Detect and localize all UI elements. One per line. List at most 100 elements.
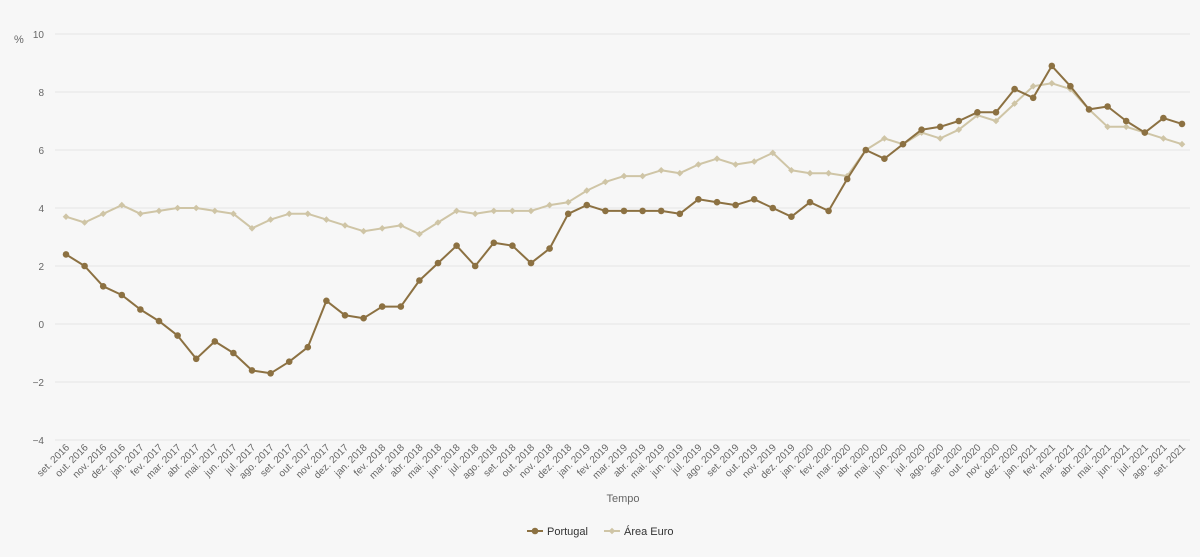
data-point bbox=[62, 251, 70, 258]
data-point bbox=[1029, 82, 1037, 90]
data-point bbox=[155, 317, 163, 325]
data-point bbox=[211, 207, 219, 215]
y-axis-tick-labels: −4 −2 0 2 4 6 8 10 bbox=[33, 30, 45, 447]
data-point bbox=[1085, 106, 1093, 113]
data-point bbox=[211, 338, 219, 345]
data-point bbox=[99, 210, 107, 218]
data-point bbox=[1067, 82, 1074, 90]
data-point bbox=[881, 135, 888, 142]
data-point bbox=[657, 207, 665, 215]
data-point bbox=[341, 312, 349, 319]
data-point bbox=[62, 213, 70, 220]
legend-label: Portugal bbox=[547, 526, 588, 538]
x-axis-label: Tempo bbox=[606, 493, 639, 505]
data-point bbox=[732, 201, 739, 209]
y-tick-label: 2 bbox=[38, 262, 44, 273]
data-point bbox=[1122, 117, 1130, 125]
data-point bbox=[788, 213, 795, 220]
data-point bbox=[360, 314, 367, 322]
data-point bbox=[1029, 94, 1037, 102]
data-point bbox=[285, 358, 293, 366]
data-point bbox=[974, 109, 981, 116]
data-point bbox=[620, 172, 628, 180]
data-point bbox=[602, 207, 609, 215]
data-point bbox=[676, 169, 684, 177]
data-point bbox=[955, 126, 963, 133]
data-point bbox=[1178, 120, 1186, 128]
data-point bbox=[397, 222, 405, 229]
legend-label: Área Euro bbox=[624, 525, 674, 538]
data-point bbox=[378, 303, 386, 310]
y-tick-label: 10 bbox=[33, 30, 45, 41]
data-point bbox=[936, 135, 944, 142]
data-point bbox=[434, 219, 442, 226]
data-point bbox=[174, 204, 181, 212]
legend-marker bbox=[531, 527, 539, 535]
data-point bbox=[639, 172, 646, 180]
series-layer bbox=[62, 62, 1186, 377]
data-point bbox=[509, 242, 516, 249]
data-point bbox=[564, 210, 572, 218]
data-point bbox=[583, 201, 591, 209]
data-point bbox=[248, 367, 256, 374]
y-axis-label: % bbox=[14, 34, 24, 46]
data-point bbox=[360, 227, 367, 235]
data-point bbox=[899, 140, 907, 148]
data-point bbox=[1104, 123, 1111, 131]
data-point bbox=[862, 146, 870, 154]
data-point bbox=[639, 207, 646, 215]
data-point bbox=[527, 207, 535, 215]
data-point bbox=[267, 216, 274, 223]
data-point bbox=[453, 242, 460, 249]
data-point bbox=[341, 222, 349, 229]
data-point bbox=[323, 216, 330, 223]
data-point bbox=[918, 126, 925, 133]
data-point bbox=[471, 210, 479, 218]
data-point bbox=[750, 196, 758, 203]
data-point bbox=[137, 210, 144, 218]
data-point bbox=[527, 259, 535, 267]
data-point bbox=[397, 303, 405, 310]
data-point bbox=[936, 123, 944, 131]
data-point bbox=[378, 225, 386, 232]
data-point bbox=[230, 349, 237, 357]
data-point bbox=[416, 277, 423, 284]
data-point bbox=[99, 283, 107, 290]
data-point bbox=[769, 149, 777, 157]
data-point bbox=[546, 201, 553, 209]
data-point bbox=[192, 204, 200, 212]
data-point bbox=[1011, 85, 1018, 93]
data-point bbox=[1160, 114, 1167, 122]
y-tick-label: 8 bbox=[38, 88, 44, 99]
data-point bbox=[323, 297, 330, 305]
data-point bbox=[192, 355, 200, 363]
y-tick-label: −4 bbox=[33, 436, 45, 447]
data-point bbox=[1048, 80, 1056, 87]
legend-marker bbox=[608, 527, 616, 535]
data-point bbox=[825, 169, 832, 177]
data-point bbox=[416, 230, 423, 238]
data-point bbox=[490, 239, 498, 247]
data-point bbox=[657, 167, 665, 174]
data-point bbox=[137, 306, 144, 313]
data-point bbox=[1141, 129, 1149, 136]
data-point bbox=[713, 198, 721, 206]
data-point bbox=[695, 196, 702, 203]
data-point bbox=[1048, 62, 1056, 70]
data-point bbox=[1011, 100, 1018, 107]
data-point bbox=[1160, 135, 1167, 142]
data-point bbox=[732, 161, 739, 168]
y-tick-label: 0 bbox=[38, 320, 44, 331]
data-point bbox=[304, 210, 312, 218]
data-point bbox=[546, 245, 553, 252]
data-point bbox=[248, 225, 256, 232]
data-point bbox=[304, 343, 312, 351]
y-tick-label: −2 bbox=[33, 378, 45, 389]
data-point bbox=[788, 167, 795, 174]
data-point bbox=[806, 169, 814, 177]
data-point bbox=[1122, 123, 1130, 131]
data-point bbox=[174, 332, 181, 339]
series-area-euro bbox=[62, 80, 1186, 238]
